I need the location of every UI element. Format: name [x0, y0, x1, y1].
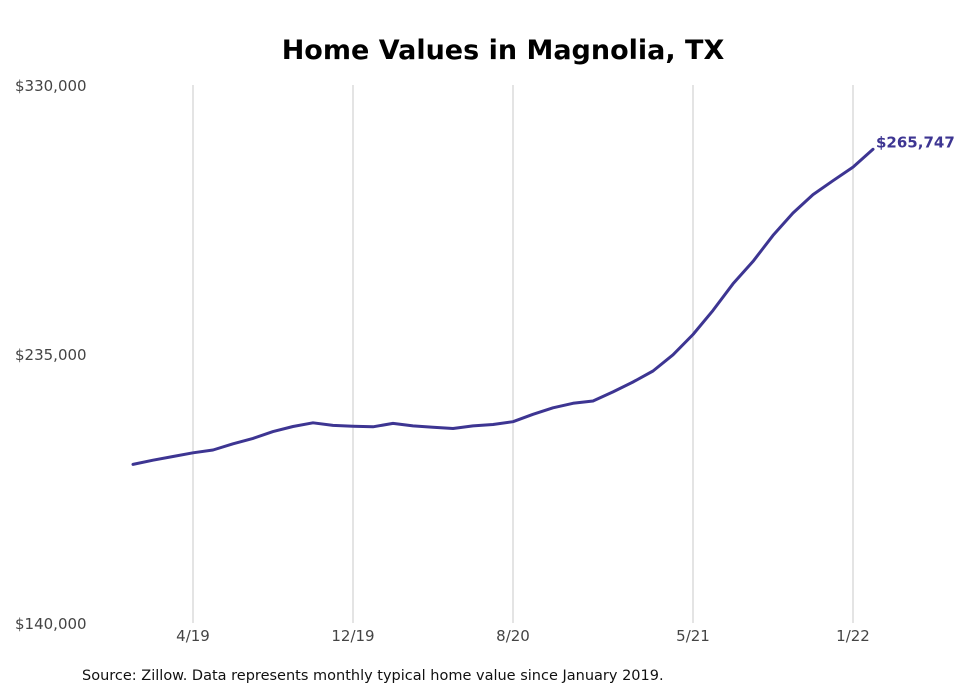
- y-tick-label-2: $330,000: [15, 77, 87, 95]
- y-tick-label-1: $235,000: [15, 346, 87, 364]
- end-value-label: $265,747: [876, 133, 955, 151]
- vertical-grid-lines: [192, 85, 854, 623]
- x-tick-label-0: 4/19: [176, 627, 210, 645]
- chart-title: Home Values in Magnolia, TX: [282, 35, 725, 66]
- y-tick-label-0: $140,000: [15, 615, 87, 633]
- x-tick-label-4: 1/22: [836, 627, 870, 645]
- series-line: [131, 147, 875, 466]
- source-note: Source: Zillow. Data represents monthly …: [82, 668, 664, 684]
- x-tick-label-3: 5/21: [676, 627, 710, 645]
- x-tick-label-1: 12/19: [331, 627, 374, 645]
- x-axis-tick-labels: 4/19 12/19 8/20 5/21 1/22: [176, 627, 870, 645]
- series-layer: $265,747: [131, 133, 955, 466]
- x-tick-label-2: 8/20: [496, 627, 530, 645]
- y-axis-tick-labels: $140,000 $235,000 $330,000: [15, 77, 87, 633]
